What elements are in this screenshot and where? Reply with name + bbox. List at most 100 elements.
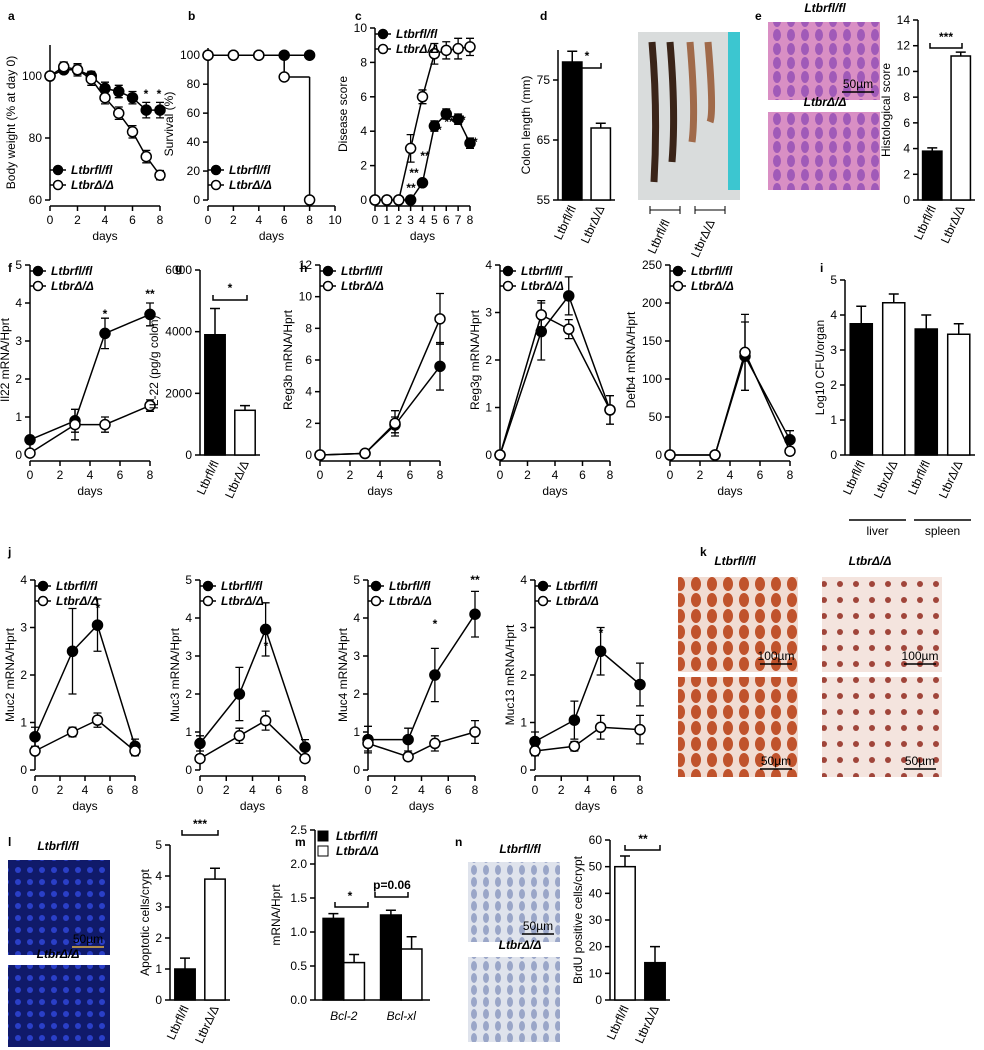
marker (434, 313, 446, 325)
y-tick-label: 8 (305, 321, 312, 335)
y-tick-label: 3 (155, 900, 162, 914)
error-bar (620, 855, 630, 867)
scale-label: 50µm (523, 919, 553, 933)
marker (299, 741, 311, 753)
x-tick-label: Ltbrfl/fl (551, 203, 579, 242)
series-line (319, 365, 441, 456)
x-tick-label: 8 (306, 213, 313, 227)
legend-marker (502, 265, 514, 277)
marker (24, 447, 36, 459)
annotation: *** (939, 30, 953, 44)
panel-letter: n (455, 835, 462, 849)
series-line (29, 404, 151, 454)
x-tick-label: 1 (384, 213, 391, 227)
y-tick-label: 4 (353, 611, 360, 625)
x-tick-label: 10 (328, 213, 342, 227)
legend-marker (210, 164, 222, 176)
marker (126, 126, 139, 138)
x-tick-label: 2 (57, 468, 64, 482)
bracket (929, 43, 963, 49)
legend-marker (210, 179, 222, 191)
marker (154, 169, 166, 181)
y-tick-label: 6000 (165, 263, 192, 277)
marker (535, 309, 547, 321)
marker (58, 60, 70, 73)
marker (194, 752, 206, 765)
x-axis-label: days (240, 799, 265, 813)
y-tick-label: 3 (353, 649, 360, 663)
marker (634, 678, 646, 691)
marker (404, 194, 417, 206)
error-bar (180, 957, 190, 969)
x-tick-label: 2 (558, 783, 565, 797)
y-tick-label: 4 (903, 142, 910, 156)
annotation: ** (638, 832, 648, 846)
x-tick-label: 0 (27, 468, 34, 482)
marker (393, 194, 405, 206)
y-tick-label: 1 (830, 413, 837, 427)
image-label: Ltbrfl/fl (37, 839, 79, 853)
y-axis-label: Log10 CFU/organ (813, 320, 827, 415)
legend-marker (672, 280, 684, 292)
marker (594, 721, 607, 733)
y-tick-label: 50 (589, 860, 603, 874)
error-bar (328, 912, 339, 919)
marker (71, 64, 84, 76)
marker (66, 645, 79, 657)
x-tick-label: 4 (727, 468, 734, 482)
y-tick-label: 0 (185, 448, 192, 462)
annotation: * (103, 307, 108, 321)
marker (464, 41, 476, 53)
x-tick-label: Ltbrfl/fl (604, 1003, 632, 1042)
image-label: LtbrΔ/Δ (849, 554, 892, 568)
legend-marker (52, 179, 64, 191)
marker (594, 645, 607, 657)
legend-marker (52, 164, 64, 176)
marker (314, 449, 326, 461)
legend-label: LtbrΔ/Δ (521, 279, 564, 293)
y-tick-label: 3 (185, 649, 192, 663)
series-line (367, 731, 476, 758)
bar (204, 878, 226, 1001)
y-tick-label: 3 (20, 621, 27, 635)
legend-marker (32, 265, 44, 277)
error-bar (210, 307, 220, 335)
marker (194, 737, 206, 750)
y-tick-label: 0 (360, 193, 367, 207)
ruler (728, 32, 740, 190)
error-bar (567, 50, 578, 62)
x-tick-label: Bcl-2 (330, 1009, 358, 1023)
y-tick-label: 4 (305, 385, 312, 399)
marker (389, 417, 401, 430)
x-tick-label: 8 (302, 783, 309, 797)
y-tick-label: 8 (360, 55, 367, 69)
y-tick-label: 4000 (165, 325, 192, 339)
annotation: ** (470, 573, 480, 587)
legend-marker (370, 595, 382, 607)
x-tick-label: 0 (497, 468, 504, 482)
marker (126, 91, 139, 104)
marker (99, 418, 111, 431)
marker (416, 91, 429, 103)
x-tick-label: 2 (524, 468, 531, 482)
x-tick-label: 6 (275, 783, 282, 797)
y-tick-label: 100 (642, 372, 662, 386)
x-tick-label: 5 (431, 213, 438, 227)
annotation: * (599, 626, 604, 640)
y-tick-label: 5 (185, 573, 192, 587)
marker (568, 714, 581, 726)
legend-label: LtbrΔ/Δ (396, 42, 439, 56)
legend-label: LtbrΔ/Δ (691, 279, 734, 293)
legend-label: LtbrΔ/Δ (389, 594, 432, 608)
annotation: * (433, 617, 438, 631)
group-label: liver (866, 524, 888, 538)
y-tick-label: 0 (655, 448, 662, 462)
y-tick-label: 8 (903, 90, 910, 104)
marker (464, 137, 476, 149)
y-tick-label: 2000 (165, 386, 192, 400)
y-tick-label: 4 (15, 296, 22, 310)
legend-marker (672, 265, 684, 277)
y-axis-label: Muc2 mRNA/Hprt (3, 627, 17, 722)
annotation: ** (145, 287, 155, 301)
